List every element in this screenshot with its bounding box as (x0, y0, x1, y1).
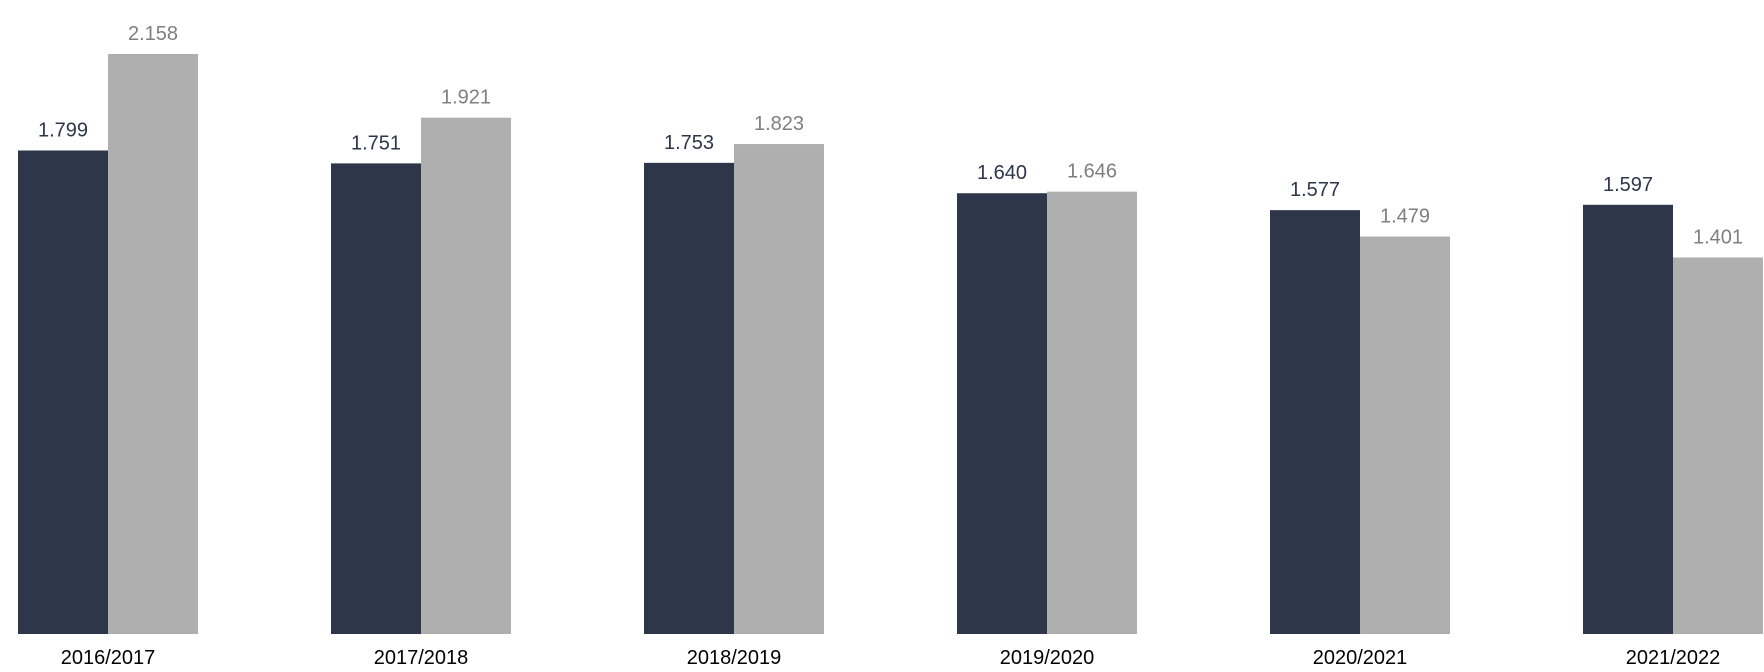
bar-series-2-2019-2020 (1047, 191, 1137, 635)
value-label-series-2-2017-2018: 1.921 (441, 87, 491, 109)
bar-series-1-2021-2022 (1583, 204, 1673, 634)
category-label-2017-2018: 2017/2018 (374, 647, 469, 669)
bar-series-2-2021-2022 (1673, 257, 1763, 634)
value-label-series-1-2017-2018: 1.751 (351, 132, 401, 154)
bar-series-1-2016-2017 (18, 150, 108, 634)
bar-series-2-2017-2018 (421, 117, 511, 634)
value-label-series-1-2016-2017: 1.799 (38, 119, 88, 141)
bar-series-2-2016-2017 (108, 54, 198, 634)
value-labels-layer: 1.799 2.158 1.751 1.921 1.753 1.823 1.640 1.646… (38, 23, 1743, 248)
value-label-series-2-2020-2021: 1.479 (1380, 205, 1430, 227)
value-label-series-1-2018-2019: 1.753 (664, 132, 714, 154)
bar-series-1-2020-2021 (1270, 210, 1360, 634)
category-label-2018-2019: 2018/2019 (687, 647, 782, 669)
category-label-2016-2017: 2016/2017 (61, 647, 156, 669)
bar-series-2-2020-2021 (1360, 236, 1450, 634)
bar-series-1-2019-2020 (957, 193, 1047, 634)
value-label-series-1-2020-2021: 1.577 (1290, 179, 1340, 201)
category-label-2019-2020: 2019/2020 (1000, 647, 1095, 669)
value-label-series-2-2019-2020: 1.646 (1067, 161, 1117, 183)
bars-layer (18, 54, 1763, 635)
value-label-series-1-2021-2022: 1.597 (1603, 174, 1653, 196)
category-label-2020-2021: 2020/2021 (1313, 647, 1408, 669)
value-label-series-2-2018-2019: 1.823 (754, 113, 804, 135)
value-label-series-2-2016-2017: 2.158 (128, 23, 178, 45)
bar-series-2-2018-2019 (734, 144, 824, 634)
bar-series-1-2017-2018 (331, 163, 421, 635)
category-label-2021-2022: 2021/2022 (1626, 647, 1721, 669)
category-labels-layer: 2016/2017 2017/2018 2018/2019 2019/2020 2020… (61, 647, 1721, 669)
value-label-series-1-2019-2020: 1.640 (977, 162, 1027, 184)
bar-series-1-2018-2019 (644, 162, 734, 635)
value-label-series-2-2021-2022: 1.401 (1693, 226, 1743, 248)
